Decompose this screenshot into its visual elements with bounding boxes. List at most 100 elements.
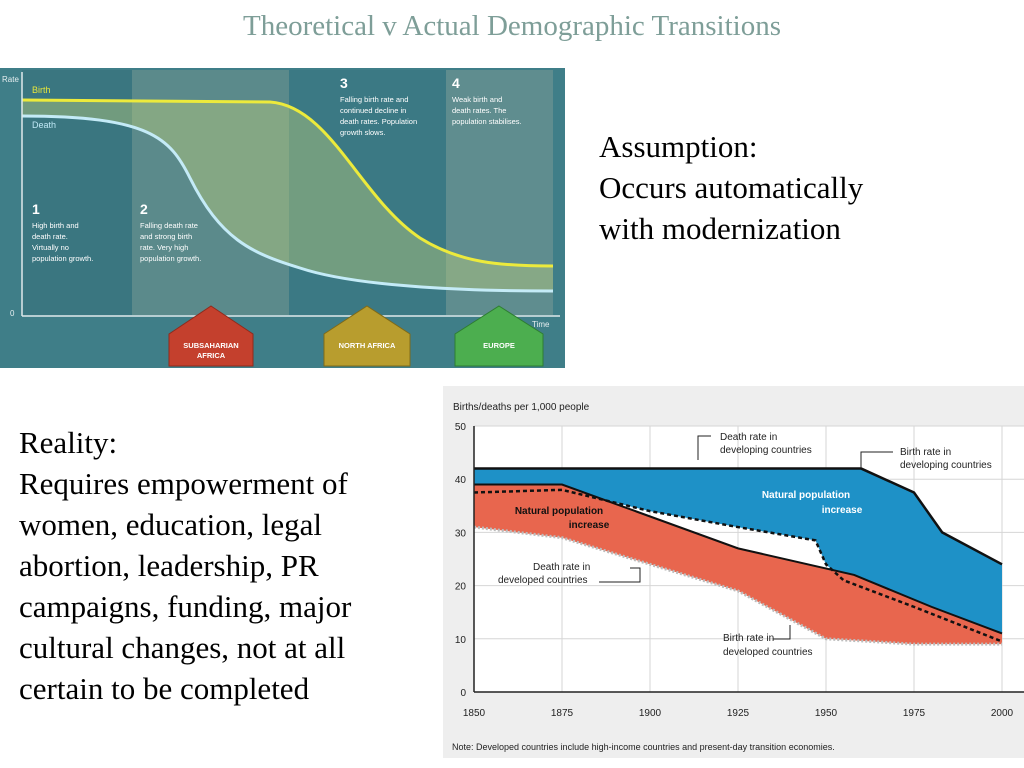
annotation-death-rate-developing: Death rate in developing countries xyxy=(697,432,812,460)
theory-x-label: Time xyxy=(532,320,550,329)
line-layer xyxy=(473,467,1003,646)
annotation-developed-increase: Natural population increase xyxy=(515,506,610,531)
annotation-line: increase xyxy=(569,520,610,531)
stage-2-band xyxy=(132,70,289,315)
annotation-line: Natural population xyxy=(762,490,850,501)
stage-desc-line: population stabilises. xyxy=(452,117,522,126)
developed-increase-area xyxy=(474,484,1002,645)
stage-3-text: 3 Falling birth rate and continued decli… xyxy=(340,75,417,137)
x-tick-label: 2000 xyxy=(991,708,1014,719)
chart-note: Note: Developed countries include high-i… xyxy=(452,742,835,752)
annotation-line: Death rate in xyxy=(533,562,590,573)
region-arrow-shape xyxy=(454,305,544,367)
stage-number: 1 xyxy=(32,201,40,217)
y-tick-label: 20 xyxy=(455,582,467,593)
reality-line: certain to be completed xyxy=(19,671,310,706)
series-line-birth-developed xyxy=(474,483,1003,635)
x-tick-label: 1875 xyxy=(551,708,574,719)
stage-number: 3 xyxy=(340,75,348,91)
assumption-line: Assumption: xyxy=(599,129,758,164)
stage-desc-line: population growth. xyxy=(32,254,93,263)
region-label: AFRICA xyxy=(197,351,226,360)
y-tick-label: 40 xyxy=(455,475,467,486)
stage-number: 4 xyxy=(452,75,460,91)
stage-desc-line: growth slows. xyxy=(340,128,385,137)
annotation-line: developing countries xyxy=(720,445,812,456)
region-arrow-shape xyxy=(168,305,254,367)
death-label: Death xyxy=(32,120,56,130)
stage-number: 2 xyxy=(140,201,148,217)
stage-desc-line: continued decline in xyxy=(340,106,406,115)
series-line-birth-developing xyxy=(474,467,1003,566)
annotation-developing-increase: Natural population increase xyxy=(762,490,863,516)
annotation-line: Birth rate in xyxy=(723,633,774,644)
reality-line: abortion, leadership, PR xyxy=(19,548,319,583)
x-tick-label: 1900 xyxy=(639,708,662,719)
y-axis-title: Births/deaths per 1,000 people xyxy=(453,402,590,413)
area-layer xyxy=(474,468,1002,645)
stage-desc-line: Falling death rate xyxy=(140,221,198,230)
stage-desc-line: death rate. xyxy=(32,232,68,241)
stage-4-band xyxy=(446,70,553,315)
theory-zero-label: 0 xyxy=(10,309,15,318)
y-tick-label: 10 xyxy=(455,635,467,646)
growth-area xyxy=(22,100,553,291)
stage-desc-line: population growth. xyxy=(140,254,201,263)
tick-layer: 0 10 20 30 40 50 1850 1875 1900 1925 1950 1975 2000 xyxy=(455,422,1014,719)
reality-line: women, education, legal xyxy=(19,507,323,542)
birth-curve xyxy=(21,98,554,268)
reality-text: Reality: Requires empowerment of women, … xyxy=(19,422,351,709)
annotation-death-rate-developed: Death rate in developed countries xyxy=(498,562,641,586)
stage-desc-line: High birth and xyxy=(32,221,79,230)
x-tick-label: 1975 xyxy=(903,708,926,719)
reality-line: cultural changes, not at all xyxy=(19,630,346,665)
stage-desc-line: rate. Very high xyxy=(140,243,188,252)
stage-desc-line: and strong birth xyxy=(140,232,192,241)
stage-desc-line: death rates. The xyxy=(452,106,506,115)
y-tick-label: 0 xyxy=(460,688,466,699)
annotation-line: Death rate in xyxy=(720,432,777,443)
stage-desc-line: Weak birth and xyxy=(452,95,502,104)
annotation-line: developed countries xyxy=(498,575,588,586)
series-line-death-developing xyxy=(473,488,1003,643)
annotation-line: increase xyxy=(822,505,863,516)
stage-3-band xyxy=(289,70,446,315)
stage-1-band xyxy=(22,70,132,315)
series-line-death-developed xyxy=(473,525,1002,646)
theory-y-label: Rate xyxy=(2,75,19,84)
annotation-birth-rate-developing: Birth rate in developing countries xyxy=(860,447,992,471)
developing-increase-area xyxy=(474,468,1002,642)
annotation-line: developing countries xyxy=(900,460,992,471)
reality-line: campaigns, funding, major xyxy=(19,589,352,624)
assumption-text: Assumption: Occurs automatically with mo… xyxy=(599,126,863,249)
region-label: SUBSAHARIAN xyxy=(183,341,238,350)
region-north-africa: NORTH AFRICA xyxy=(323,305,411,367)
reality-line: Requires empowerment of xyxy=(19,466,348,501)
death-curve xyxy=(21,114,554,293)
region-label: NORTH AFRICA xyxy=(339,341,396,350)
annotation-line: Natural population xyxy=(515,506,603,517)
stage-desc-line: Virtually no xyxy=(32,243,69,252)
y-tick-label: 30 xyxy=(455,528,467,539)
assumption-line: with modernization xyxy=(599,211,841,246)
region-europe: EUROPE xyxy=(454,305,544,367)
x-tick-label: 1950 xyxy=(815,708,838,719)
reality-line: Reality: xyxy=(19,425,118,460)
birth-label: Birth xyxy=(32,85,51,95)
x-tick-label: 1850 xyxy=(463,708,486,719)
stage-4-text: 4 Weak birth and death rates. The popula… xyxy=(452,75,522,126)
stage-desc-line: death rates. Population xyxy=(340,117,417,126)
stage-desc-line: Falling birth rate and xyxy=(340,95,408,104)
annotation-birth-rate-developed: Birth rate in developed countries xyxy=(723,625,813,658)
region-label: EUROPE xyxy=(483,341,515,350)
stage-1-text: 1 High birth and death rate. Virtually n… xyxy=(32,201,93,263)
annotation-line: developed countries xyxy=(723,647,813,658)
y-tick-label: 50 xyxy=(455,422,467,433)
slide-title: Theoretical v Actual Demographic Transit… xyxy=(242,10,781,42)
theory-transition-figure: Rate 0 Time Birth Death 1 High birth and… xyxy=(0,68,565,368)
stage-2-text: 2 Falling death rate and strong birth ra… xyxy=(140,201,201,263)
x-tick-label: 1925 xyxy=(727,708,750,719)
assumption-line: Occurs automatically xyxy=(599,170,864,205)
region-arrow-shape xyxy=(323,305,411,367)
